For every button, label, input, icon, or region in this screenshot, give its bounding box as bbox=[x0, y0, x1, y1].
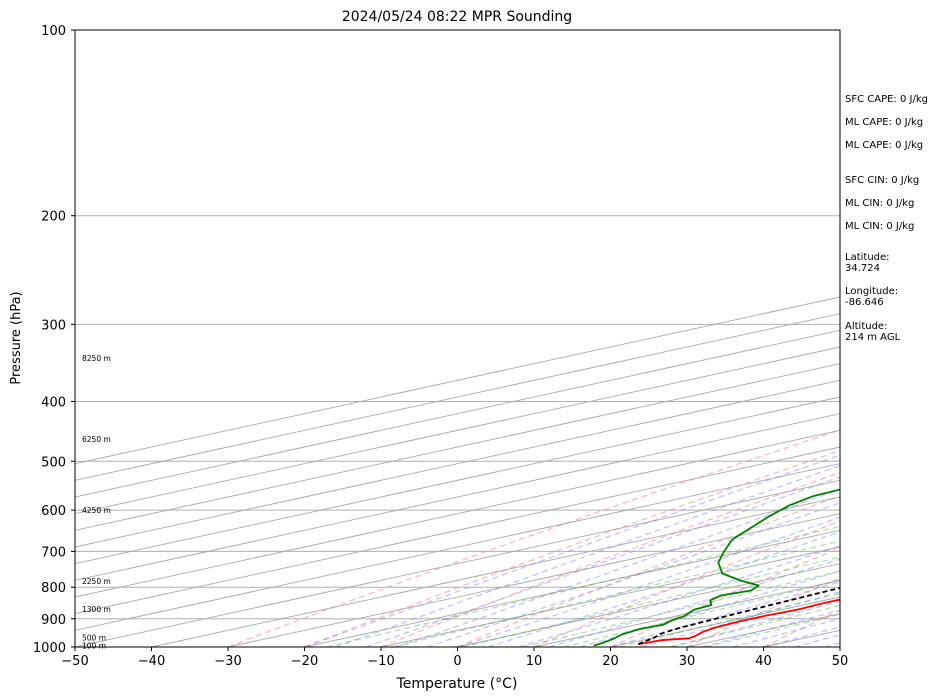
y-tick-label: 600 bbox=[41, 504, 66, 519]
x-tick-label: −10 bbox=[367, 654, 394, 669]
x-axis-ticks: −50 −40 −30 −20 −10 0 10 20 30 40 50 bbox=[61, 647, 848, 669]
x-tick-label: 0 bbox=[453, 654, 461, 669]
x-tick-label: 10 bbox=[526, 654, 543, 669]
height-label: 8250 m bbox=[82, 354, 111, 363]
y-tick-label: 1000 bbox=[33, 641, 66, 656]
chart-title: 2024/05/24 08:22 MPR Sounding bbox=[342, 9, 572, 25]
isotherm-line bbox=[75, 446, 840, 615]
sounding-parameter: Altitude: 214 m AGL bbox=[845, 320, 901, 343]
x-tick-label: −20 bbox=[291, 654, 318, 669]
sounding-traces bbox=[593, 488, 840, 647]
x-tick-label: −30 bbox=[214, 654, 241, 669]
mixing-ratio-line bbox=[391, 540, 840, 647]
y-tick-label: 900 bbox=[41, 613, 66, 628]
height-label: 6250 m bbox=[82, 435, 111, 444]
background-lines bbox=[75, 215, 840, 647]
sounding-parameter: ML CAPE: 0 J/kg bbox=[845, 117, 924, 128]
isotherm-line bbox=[75, 379, 840, 548]
isotherm-line bbox=[75, 463, 840, 631]
sounding-parameter: SFC CAPE: 0 J/kg bbox=[845, 94, 928, 105]
height-label: 100 m bbox=[82, 641, 106, 650]
y-tick-label: 400 bbox=[41, 395, 66, 410]
sounding-parameter: ML CAPE: 0 J/kg bbox=[845, 140, 924, 151]
x-tick-label: 50 bbox=[832, 654, 849, 669]
y-tick-label: 500 bbox=[41, 455, 66, 470]
dry-adiabat bbox=[304, 449, 840, 647]
height-label: 2250 m bbox=[82, 577, 111, 586]
dry-adiabat bbox=[457, 495, 840, 647]
moist-adiabat bbox=[396, 488, 840, 647]
moist-adiabat bbox=[640, 591, 840, 647]
isotherm-line bbox=[75, 329, 840, 498]
x-tick-label: −40 bbox=[138, 654, 165, 669]
y-tick-label: 300 bbox=[41, 318, 66, 333]
mixing-ratio-line bbox=[705, 613, 840, 647]
dry-adiabat bbox=[686, 576, 840, 647]
temperature-trace bbox=[638, 598, 840, 646]
y-tick-label: 200 bbox=[41, 210, 66, 225]
isotherm-line bbox=[75, 413, 840, 581]
dry-adiabat bbox=[227, 429, 840, 647]
moist-adiabat bbox=[610, 581, 840, 647]
moist-adiabat bbox=[365, 476, 840, 647]
dry-adiabat bbox=[533, 520, 840, 647]
x-tick-label: −50 bbox=[61, 654, 88, 669]
height-label: 1300 m bbox=[82, 605, 111, 614]
isotherm-line bbox=[75, 396, 840, 565]
moist-adiabat bbox=[457, 516, 840, 647]
height-label: 500 m bbox=[82, 633, 106, 642]
y-axis-label: Pressure (hPa) bbox=[9, 291, 24, 384]
moist-adiabat bbox=[334, 464, 840, 647]
y-tick-label: 100 bbox=[41, 24, 66, 39]
y-tick-label: 700 bbox=[41, 545, 66, 560]
isotherm-line bbox=[151, 496, 840, 647]
isotherm-line bbox=[304, 529, 840, 647]
sounding-parameter: Latitude: 34.724 bbox=[845, 251, 890, 274]
sounding-parameter: SFC CIN: 0 J/kg bbox=[845, 174, 920, 186]
isotherm-line bbox=[75, 429, 840, 598]
isotherm-line bbox=[75, 313, 840, 481]
moist-adiabat bbox=[549, 558, 840, 647]
y-axis-ticks: 100 200 300 400 500 600 700 800 900 1000 bbox=[33, 24, 75, 656]
x-tick-label: 20 bbox=[602, 654, 619, 669]
x-tick-label: 40 bbox=[755, 654, 772, 669]
mixing-ratio-line bbox=[326, 525, 840, 647]
x-tick-label: 30 bbox=[679, 654, 696, 669]
moist-adiabat bbox=[487, 531, 840, 647]
sounding-parameter: ML CIN: 0 J/kg bbox=[845, 220, 915, 232]
isotherm-line bbox=[75, 479, 840, 647]
moist-adiabat bbox=[304, 454, 840, 647]
isotherm-line bbox=[227, 513, 840, 647]
mixing-ratio-line bbox=[563, 579, 840, 647]
sounding-parameter: ML CIN: 0 J/kg bbox=[845, 197, 915, 209]
dewpoint-trace bbox=[593, 488, 840, 647]
parcel-trace bbox=[637, 586, 840, 646]
height-label: 4250 m bbox=[82, 506, 111, 515]
x-axis-label: Temperature (°C) bbox=[396, 676, 518, 692]
y-tick-label: 800 bbox=[41, 581, 66, 596]
sounding-parameter: Longitude: -86.646 bbox=[845, 286, 899, 309]
isotherm-line bbox=[75, 296, 840, 465]
